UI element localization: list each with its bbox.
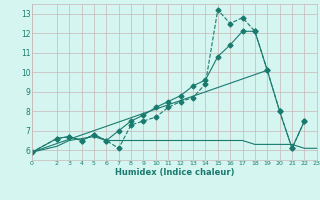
X-axis label: Humidex (Indice chaleur): Humidex (Indice chaleur) — [115, 168, 234, 177]
